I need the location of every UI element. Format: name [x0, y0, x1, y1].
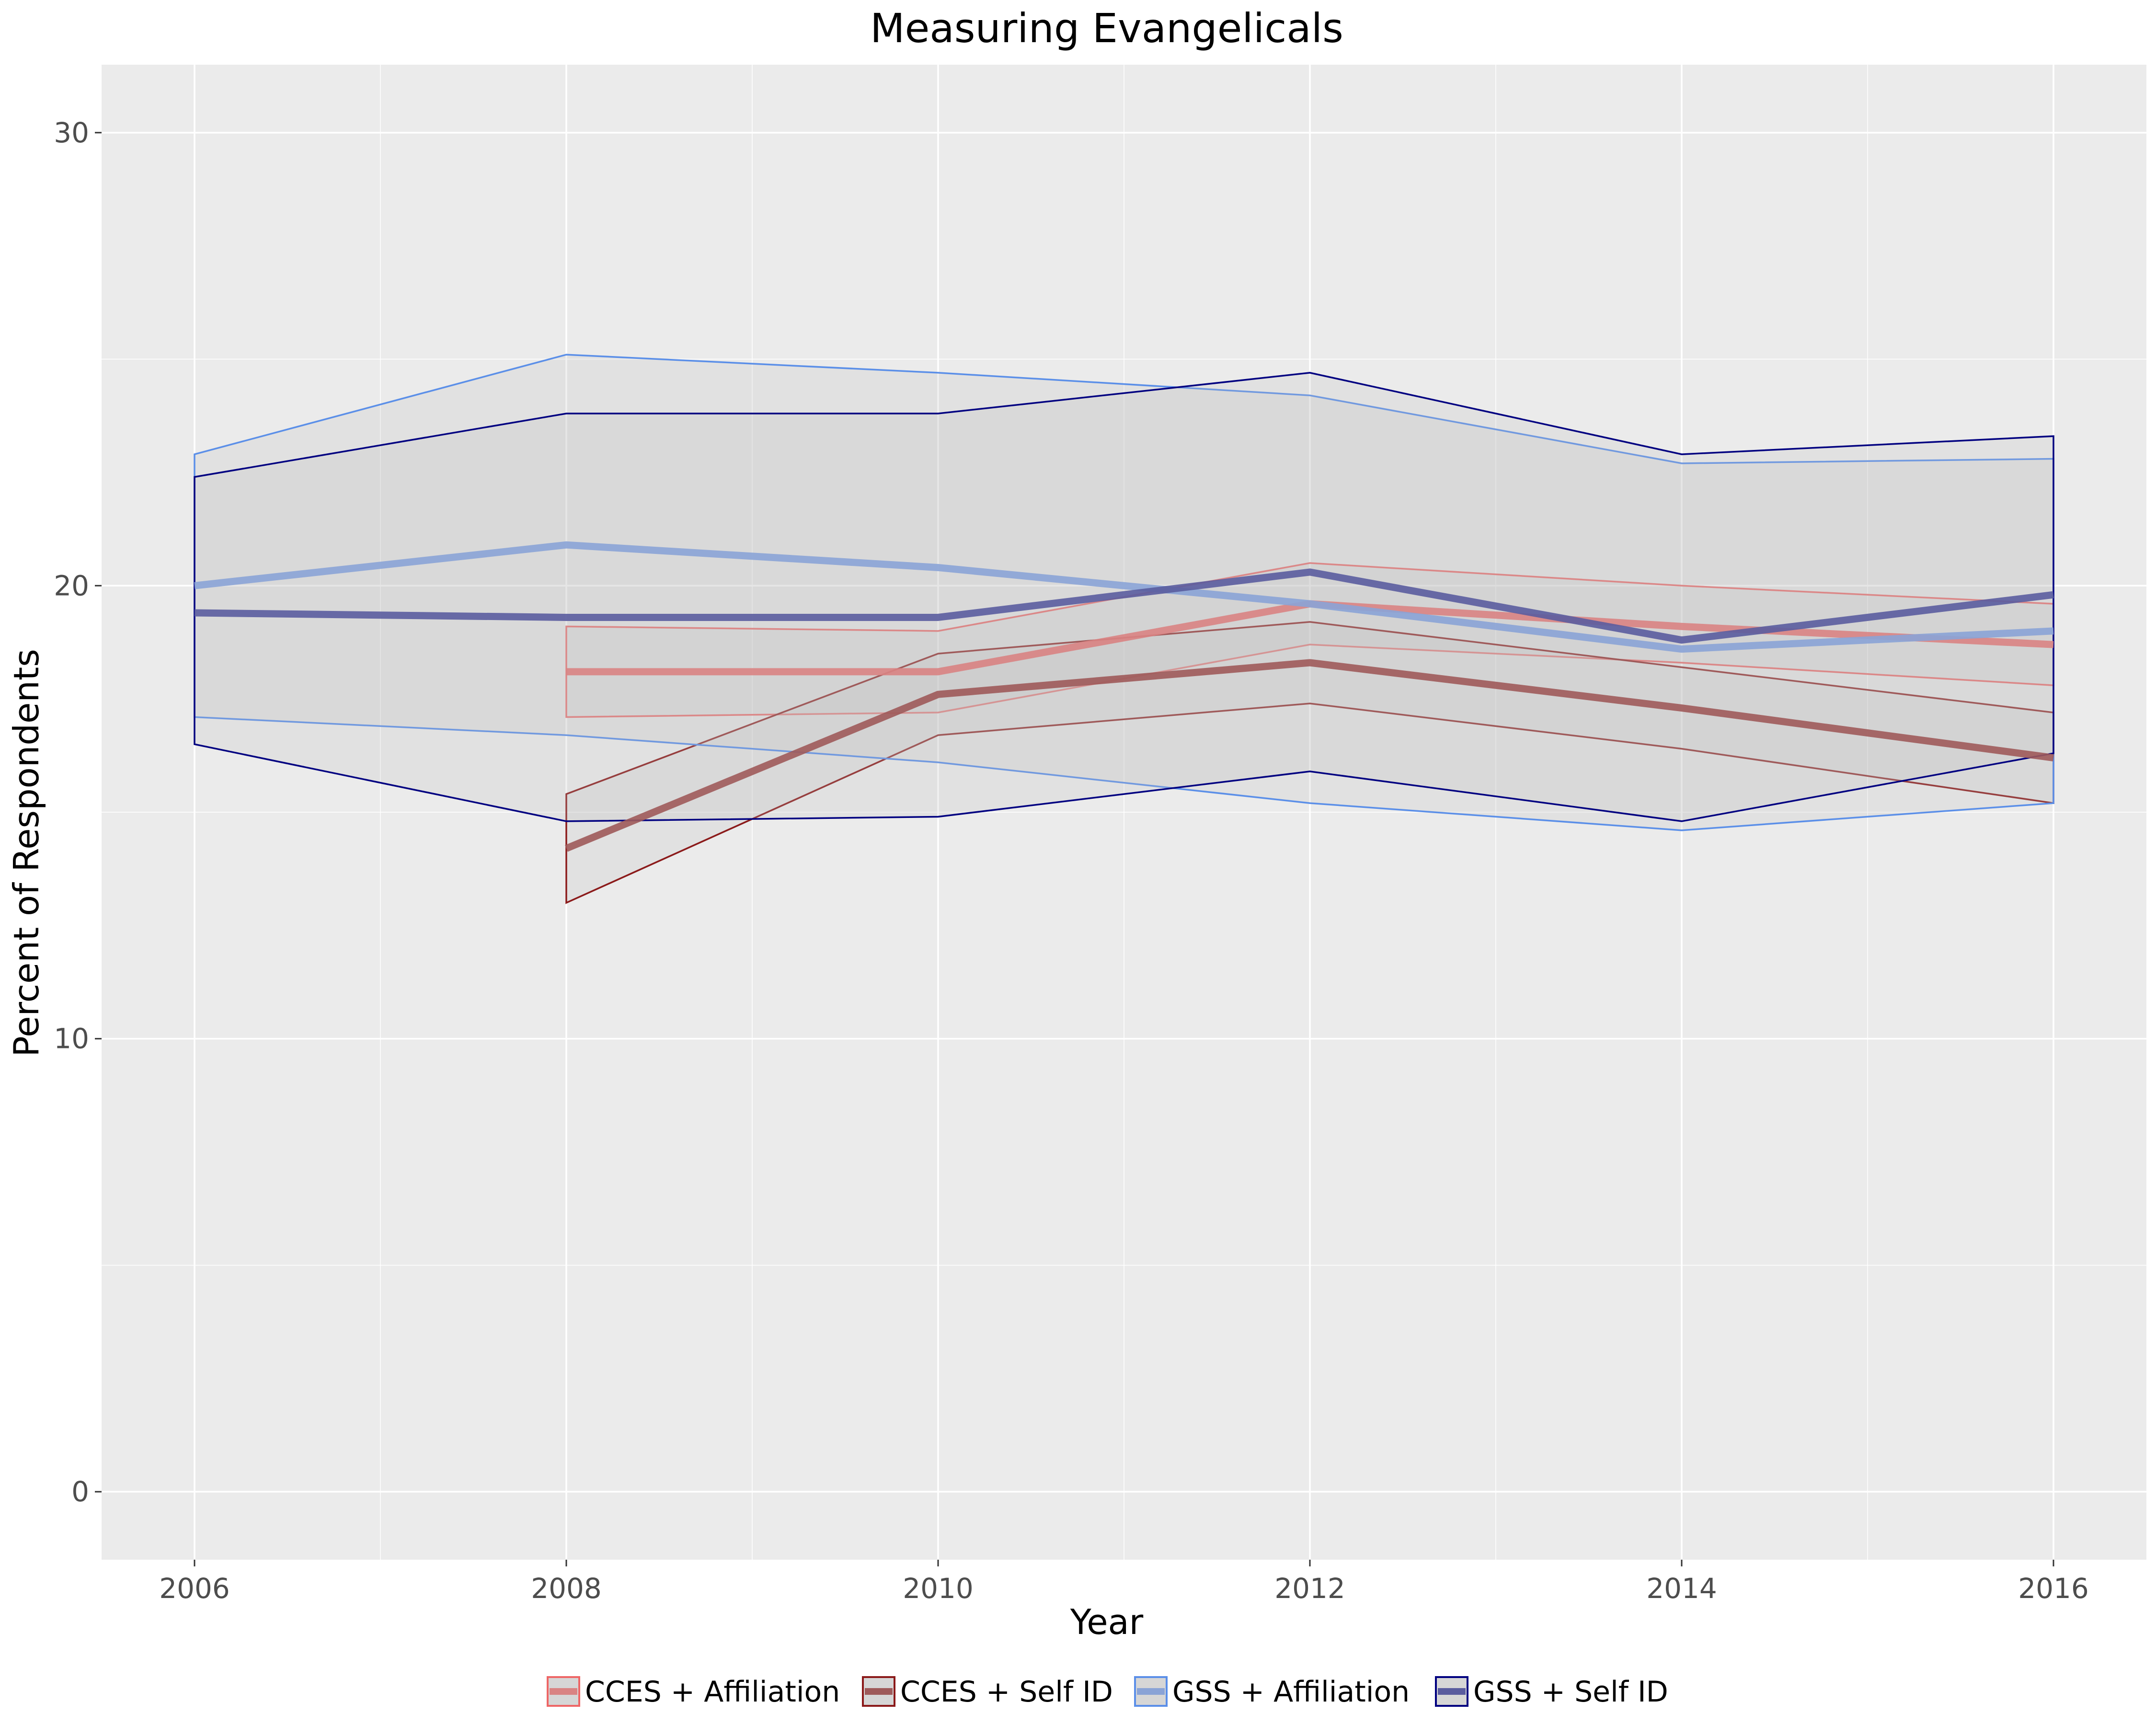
legend-label: GSS + Self ID: [1473, 1675, 1668, 1709]
legend-item: CCES + Affiliation: [547, 1675, 840, 1709]
legend-label: CCES + Self ID: [900, 1675, 1113, 1709]
legend: CCES + Affiliation CCES + Self ID GSS + Af…: [547, 1675, 1668, 1709]
grid-layer: [102, 65, 2146, 1560]
x-tick-label: 2006: [159, 1572, 230, 1605]
x-axis-title: Year: [1070, 1602, 1144, 1642]
chart-title: Measuring Evangelicals: [870, 5, 1343, 52]
x-tick-label: 2008: [531, 1572, 602, 1605]
legend-item: CCES + Self ID: [862, 1675, 1113, 1709]
x-tick-label: 2010: [903, 1572, 974, 1605]
legend-item: GSS + Self ID: [1435, 1675, 1668, 1709]
series-line: [194, 568, 2054, 644]
line-layer: [194, 541, 2054, 852]
x-tick-label: 2012: [1274, 1572, 1345, 1605]
y-tick-label: 10: [54, 1023, 89, 1055]
x-tick-label: 2014: [1646, 1572, 1717, 1605]
series-line: [194, 541, 2054, 653]
y-tick-label: 0: [71, 1475, 89, 1508]
tick-layer: 2006 2008 2010 2012 2014 2016 0 10 20 30: [54, 116, 2089, 1605]
series-line: [565, 659, 2054, 852]
y-tick-label: 30: [54, 116, 89, 149]
legend-label: CCES + Affiliation: [585, 1675, 840, 1709]
y-tick-label: 20: [54, 569, 89, 602]
y-axis-title: Percent of Respondents: [6, 649, 46, 1057]
legend-label: GSS + Affiliation: [1172, 1675, 1410, 1709]
legend-item: GSS + Affiliation: [1134, 1675, 1410, 1709]
x-tick-label: 2016: [2018, 1572, 2089, 1605]
